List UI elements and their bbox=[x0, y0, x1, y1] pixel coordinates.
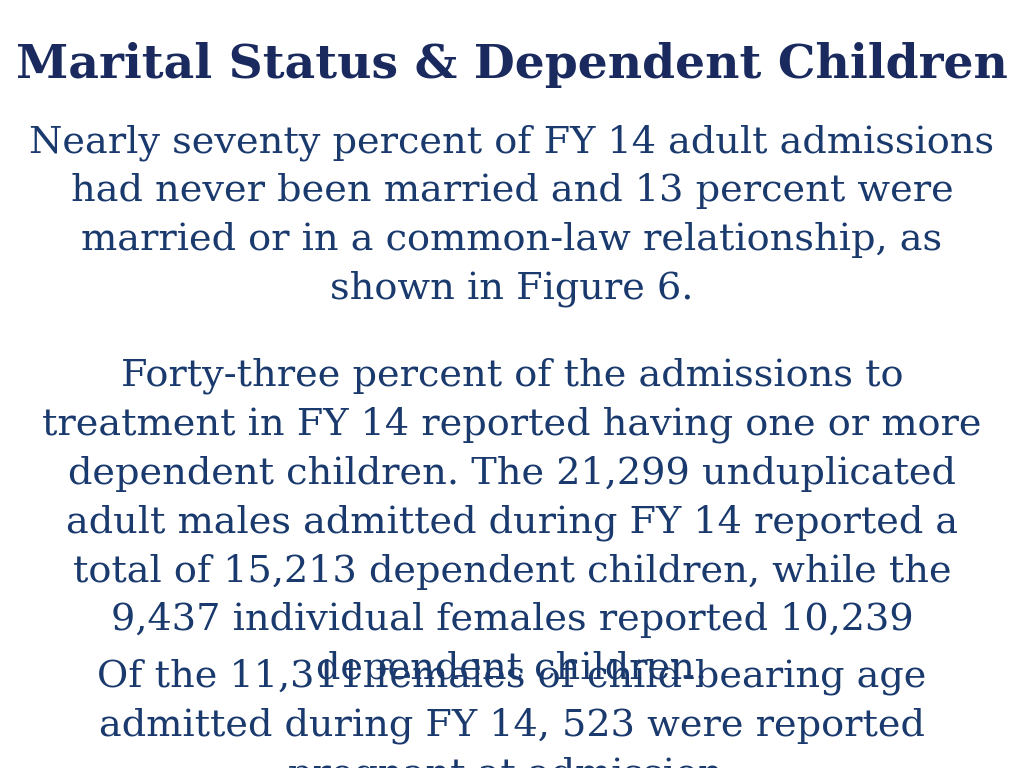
Text: Forty-three percent of the admissions to
treatment in FY 14 reported having one : Forty-three percent of the admissions to… bbox=[42, 358, 982, 687]
Text: Nearly seventy percent of FY 14 adult admissions
had never been married and 13 p: Nearly seventy percent of FY 14 adult ad… bbox=[30, 124, 994, 307]
Text: Marital Status & Dependent Children: Marital Status & Dependent Children bbox=[16, 41, 1008, 88]
Text: Of the 11,311 females of child-bearing age
admitted during FY 14, 523 were repor: Of the 11,311 females of child-bearing a… bbox=[97, 659, 927, 768]
